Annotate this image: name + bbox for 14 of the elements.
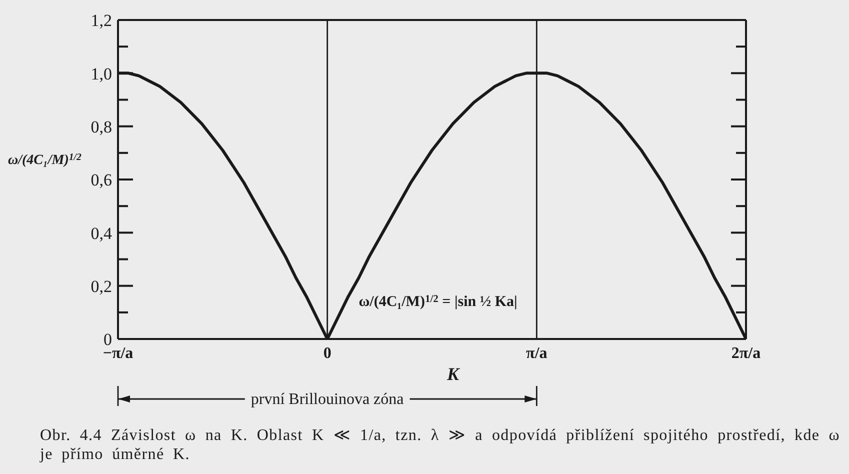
y-tick-label: 1,0 [90, 64, 112, 84]
x-axis-title: K [446, 364, 461, 384]
x-tick-label: 0 [323, 345, 332, 362]
text: Obr. 4.4 Závislost ω na K. Oblast K ≪ 1/a, tzn. λ ≫ a odpovídá přiblížení spojitého prostředí, kde ω je přímo úměrné K. [40, 426, 840, 464]
x-tick-label: 2π/a [731, 345, 761, 362]
y-tick-label: 0,4 [90, 224, 112, 243]
text: první Brillouinova zóna [250, 391, 404, 408]
y-tick-label: 0,2 [90, 276, 112, 296]
x-tick-label: π/a [526, 345, 548, 362]
y-tick-label: 1,2 [90, 11, 112, 30]
annotation: ω/(4C₁/M)$^{1/2}$ = |sin ½ Ka| [358, 294, 518, 310]
y-tick-label: 0,8 [90, 117, 112, 136]
y-axis-title: ω/(4C₁/M)$^{1/2}$ [8, 152, 82, 168]
y-tick-label: 0,6 [90, 170, 112, 190]
